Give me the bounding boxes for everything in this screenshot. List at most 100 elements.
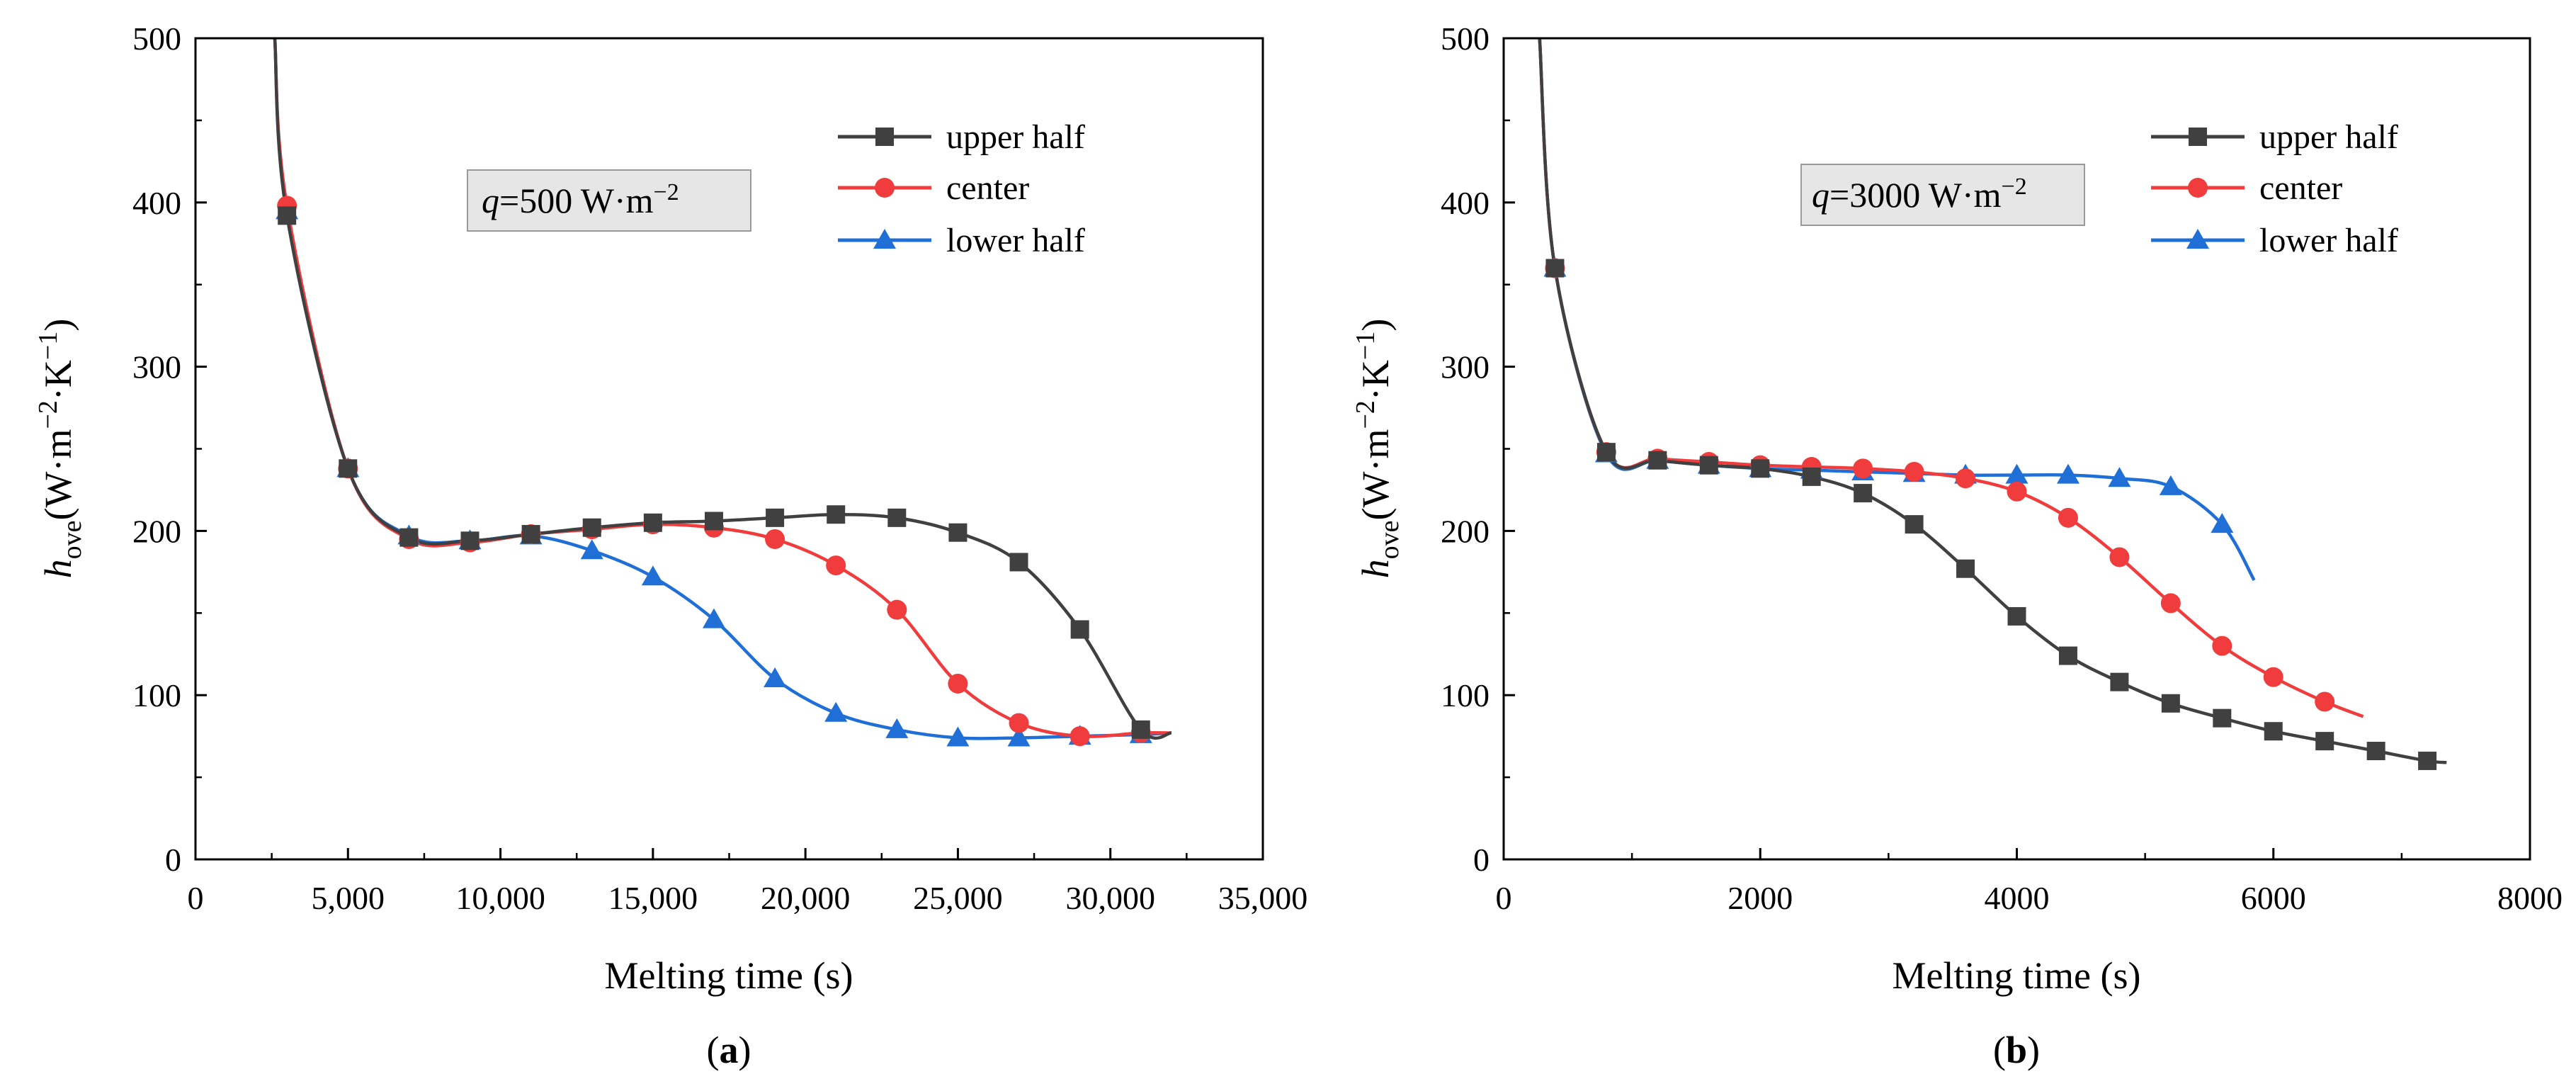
annotation-text-a: q=500 W·m−2: [482, 179, 679, 220]
y-tick-label-a: 500: [132, 21, 181, 57]
x-tick-label-a: 10,000: [455, 880, 545, 916]
legend-marker-circle-b: [2188, 178, 2208, 198]
data-point-upper-half-a: [521, 525, 540, 544]
data-point-lower-half-a: [702, 608, 725, 628]
data-point-upper-half-b: [2315, 732, 2334, 751]
data-point-upper-half-a: [1131, 720, 1150, 739]
data-point-lower-half-a: [1007, 726, 1031, 747]
y-tick-label-b: 100: [1441, 677, 1490, 713]
data-point-upper-half-a: [339, 459, 358, 478]
data-point-center-b: [1956, 468, 1976, 489]
y-axis-title-b: hove(W·m−2·K−1): [1351, 319, 1405, 579]
legend-item-lower-half-b: lower half: [2151, 222, 2398, 259]
x-tick-label-a: 15,000: [608, 880, 698, 916]
data-point-upper-half-a: [582, 518, 601, 537]
x-tick-label-a: 25,000: [913, 880, 1003, 916]
data-point-upper-half-b: [2418, 751, 2437, 770]
x-tick-label-a: 30,000: [1065, 880, 1155, 916]
legend-item-center-a: center: [838, 169, 1029, 207]
y-tick-label-a: 100: [132, 677, 181, 713]
data-point-center-a: [948, 673, 968, 694]
data-point-upper-half-b: [2366, 742, 2385, 761]
axis-ticks-b: 0 2000 4000 6000 8000 0 100 200 300 400 500: [1441, 21, 2563, 916]
panel-label-a: (a): [707, 1029, 751, 1071]
data-point-upper-half-b: [1699, 456, 1718, 475]
legend-label-center-b: center: [2259, 169, 2342, 207]
annotation-box-b: q=3000 W·m−2: [1800, 164, 2085, 226]
data-point-upper-half-a: [278, 206, 297, 225]
data-point-lower-half-a: [641, 565, 664, 586]
data-point-upper-half-b: [2161, 694, 2180, 713]
y-tick-label-b: 400: [1441, 185, 1490, 221]
y-tick-label-a: 0: [165, 842, 181, 878]
x-tick-label-a: 5,000: [312, 880, 385, 916]
y-tick-label-b: 500: [1441, 21, 1490, 57]
legend-item-center-b: center: [2151, 169, 2342, 207]
series-line-upper-half-a: [273, 38, 1172, 740]
data-point-center-a: [1009, 713, 1029, 733]
marker-layer-a: [276, 196, 1152, 747]
data-point-lower-half-b: [2056, 463, 2079, 484]
data-point-center-b: [2109, 547, 2130, 567]
data-point-upper-half-b: [2007, 606, 2026, 626]
data-point-center-b: [2263, 667, 2283, 687]
chart-panel-b: 0 2000 4000 6000 8000 0 100 200 300 400 500 q=3000…: [1351, 21, 2563, 1071]
data-point-center-a: [887, 599, 907, 620]
legend-marker-triangle-b: [2186, 229, 2209, 249]
data-point-lower-half-b: [2159, 475, 2182, 495]
legend-marker-square-b: [2189, 128, 2207, 146]
x-tick-label-b: 8000: [2497, 880, 2563, 916]
data-point-upper-half-a: [399, 528, 419, 547]
series-line-center-b: [1538, 38, 2364, 718]
legend-item-upper-half-a: upper half: [838, 118, 1085, 156]
y-axis-title-a: hove(W·m−2·K−1): [33, 319, 87, 579]
data-point-lower-half-a: [824, 701, 848, 722]
data-point-center-b: [1853, 458, 1873, 479]
x-tick-label-b: 2000: [1727, 880, 1793, 916]
data-point-lower-half-b: [2005, 463, 2029, 484]
data-point-upper-half-a: [827, 505, 846, 524]
y-tick-label-b: 200: [1441, 513, 1490, 549]
data-point-upper-half-b: [1648, 451, 1667, 470]
data-point-lower-half-b: [2108, 467, 2131, 487]
data-point-upper-half-a: [887, 508, 907, 527]
y-tick-label-a: 400: [132, 185, 181, 221]
x-tick-label-a: 0: [188, 880, 204, 916]
data-point-upper-half-b: [1545, 259, 1565, 278]
data-point-upper-half-a: [766, 508, 785, 527]
data-point-upper-half-b: [1854, 484, 1873, 503]
data-point-lower-half-b: [2211, 513, 2234, 533]
data-point-upper-half-a: [643, 513, 662, 532]
y-tick-label-a: 200: [132, 513, 181, 549]
x-tick-label-b: 6000: [2241, 880, 2306, 916]
x-tick-label-b: 4000: [1985, 880, 2050, 916]
data-point-upper-half-a: [1009, 553, 1028, 572]
data-point-lower-half-a: [885, 718, 909, 738]
data-point-upper-half-a: [948, 523, 968, 542]
data-point-upper-half-b: [1751, 459, 1770, 478]
data-point-upper-half-a: [1070, 620, 1089, 639]
legend-item-upper-half-b: upper half: [2151, 118, 2398, 156]
y-tick-label-b: 0: [1473, 842, 1490, 878]
data-point-center-b: [2058, 507, 2078, 528]
data-point-upper-half-b: [1596, 443, 1616, 462]
legend-label-upper-half-a: upper half: [946, 118, 1085, 156]
x-tick-label-a: 35,000: [1218, 880, 1308, 916]
legend-marker-square-a: [875, 128, 894, 146]
legend-marker-circle-a: [875, 178, 895, 198]
panel-label-b: (b): [1993, 1029, 2040, 1071]
data-point-center-a: [1069, 726, 1090, 747]
y-tick-label-b: 300: [1441, 349, 1490, 385]
data-point-center-b: [2315, 691, 2335, 712]
legend-item-lower-half-a: lower half: [838, 222, 1085, 259]
data-point-center-b: [2160, 593, 2181, 614]
data-point-upper-half-b: [2264, 722, 2283, 741]
axis-ticks-a: 0 5,000 10,000 15,000 20,000 25,000 30,000 35,0…: [132, 21, 1307, 916]
data-point-upper-half-a: [460, 531, 480, 550]
legend-a: upper half center lower half: [838, 118, 1085, 259]
data-point-upper-half-a: [704, 512, 723, 531]
legend-label-lower-half-a: lower half: [946, 222, 1085, 259]
data-point-upper-half-b: [2058, 646, 2077, 665]
data-point-upper-half-b: [2213, 708, 2232, 728]
